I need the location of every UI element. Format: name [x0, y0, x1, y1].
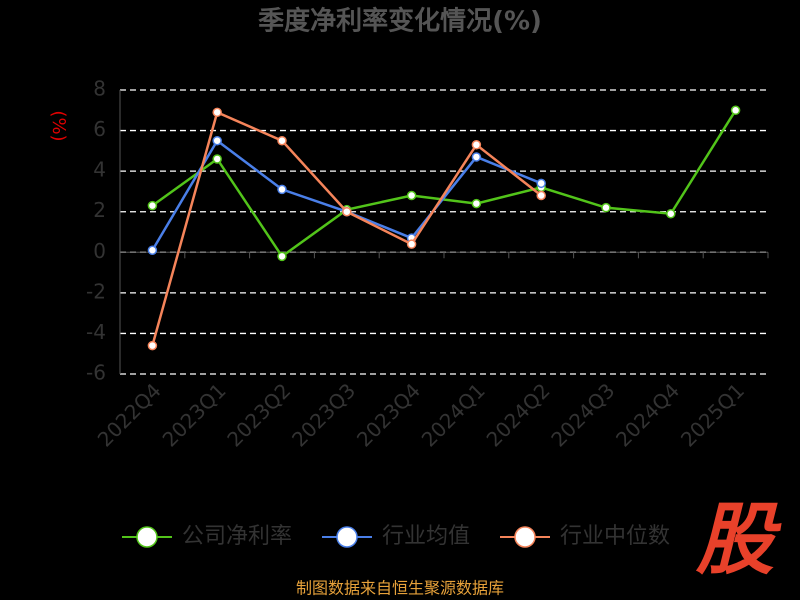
data-point [342, 206, 352, 217]
y-tick-label: 6 [93, 117, 106, 141]
y-tick-label: -2 [86, 279, 106, 303]
data-point [536, 178, 546, 189]
chart-title: 季度净利率变化情况(%) [258, 6, 542, 37]
y-tick-label: -4 [86, 320, 106, 344]
legend-marker [514, 526, 536, 548]
y-tick-label: 8 [93, 77, 106, 101]
data-point [406, 239, 417, 249]
x-tick-label: 2023Q1 [158, 378, 231, 451]
x-tick-label: 2024Q1 [417, 378, 490, 451]
logo: 股 [695, 495, 782, 585]
data-point [277, 135, 287, 146]
x-tick-label: 2023Q4 [352, 378, 425, 451]
data-point [536, 190, 546, 201]
data-point [471, 152, 482, 162]
x-tick-label: 2024Q4 [611, 378, 684, 451]
y-tick-label: 0 [93, 239, 106, 263]
data-point [471, 198, 482, 209]
y-tick-label: 4 [93, 158, 106, 182]
y-tick-label: 2 [93, 198, 106, 222]
legend-marker [336, 526, 358, 548]
legend-marker [136, 526, 158, 548]
series-line [151, 138, 542, 251]
legend-label: 行业均值 [382, 524, 470, 549]
data-point [147, 200, 158, 211]
x-tick-label: 2024Q2 [482, 378, 555, 451]
legend-label: 行业中位数 [560, 524, 670, 549]
data-point [601, 202, 611, 213]
series-line [151, 110, 542, 346]
series-line [151, 109, 737, 259]
source-note: 制图数据来自恒生聚源数据库 [296, 579, 504, 598]
x-tick-label: 2025Q1 [676, 378, 749, 451]
data-point [277, 184, 287, 195]
data-point [212, 135, 222, 146]
data-point [147, 340, 158, 351]
data-point [147, 245, 158, 256]
data-point [730, 105, 741, 116]
data-point [277, 251, 287, 262]
y-axis-label: (%) [48, 110, 69, 141]
data-point [406, 190, 417, 201]
y-tick-label: -6 [86, 361, 106, 385]
x-tick-label: 2023Q3 [287, 378, 360, 451]
data-point [212, 154, 222, 164]
x-tick-label: 2022Q4 [93, 378, 166, 451]
legend-label: 公司净利率 [182, 524, 292, 549]
data-point [471, 140, 482, 150]
x-tick-label: 2024Q3 [546, 378, 619, 451]
x-tick-label: 2023Q2 [222, 378, 295, 451]
data-point [666, 208, 676, 219]
data-point [212, 107, 222, 118]
